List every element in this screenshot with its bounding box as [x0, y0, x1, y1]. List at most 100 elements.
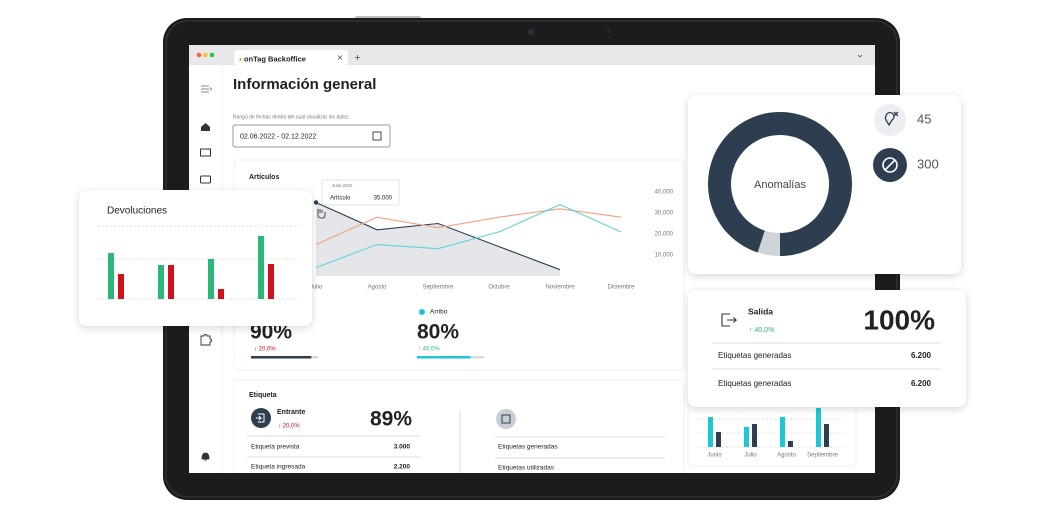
stat-name: Arribo	[430, 309, 448, 316]
entrante-name: Entrante	[277, 409, 306, 416]
tab-icon	[239, 58, 242, 61]
y-tick-label: 40,000	[655, 190, 674, 196]
x-tick-label: Julio	[310, 285, 323, 291]
stat-value: 90%	[250, 321, 292, 344]
etiqueta-title: Etiqueta	[249, 392, 277, 399]
devoluciones-card	[79, 190, 312, 326]
x-tick-label: Agosto	[777, 453, 796, 459]
row-label: Etiquetas generadas	[498, 444, 558, 451]
puzzle-icon[interactable]	[200, 334, 212, 346]
pin-glyph	[884, 111, 899, 127]
x-tick-label: Noviembre	[545, 285, 575, 291]
salida-change: ↑ 40,0%	[749, 327, 774, 334]
tooltip: Julio 2022 Artículo 35.000	[321, 179, 400, 206]
donut-title: Anomalías	[754, 179, 806, 191]
articles-title: Artículos	[249, 174, 279, 181]
row-label: Etiquetas generadas	[718, 351, 791, 360]
window-close[interactable]	[196, 52, 202, 58]
x-tick-label: Octubre	[488, 285, 510, 291]
window-minimize[interactable]	[203, 52, 208, 58]
ban-glyph	[884, 159, 896, 171]
stat-value: 80%	[417, 321, 459, 344]
bar	[752, 424, 757, 447]
card-icon[interactable]	[200, 148, 211, 157]
page-title: Información general	[233, 76, 376, 93]
bar	[788, 441, 793, 447]
anomaly-count: 300	[917, 156, 939, 171]
row-label: Etiqueta ingresada	[251, 464, 306, 471]
legend-dot	[419, 309, 425, 315]
entrante-change: ↓ 20,0%	[278, 424, 300, 430]
bar	[816, 408, 821, 447]
generated-glyph	[501, 414, 511, 424]
date-input[interactable]	[232, 124, 391, 148]
salida-percent: 100%	[863, 304, 935, 335]
date-label: Rango de fechas dentro del cual visualiz…	[233, 114, 349, 120]
bar	[158, 265, 164, 299]
x-tick-label: Diciembre	[607, 285, 635, 291]
generated-icon	[496, 409, 516, 429]
monthly-chart: Junio Julio Agosto Septiembre	[698, 408, 847, 459]
bar	[268, 264, 274, 299]
message-icon[interactable]	[200, 175, 211, 184]
y-tick-label: 20,000	[655, 232, 674, 238]
salida-card	[688, 290, 966, 407]
bar	[258, 236, 264, 299]
browser-tab[interactable]	[234, 50, 348, 65]
line	[315, 203, 622, 269]
bar	[780, 417, 785, 447]
bar	[108, 253, 114, 299]
ban-glyph	[882, 157, 898, 173]
x-tick-label: Junio	[707, 453, 722, 459]
salida-icon	[721, 313, 738, 327]
sensor	[607, 29, 611, 33]
donut-chart	[708, 111, 853, 256]
bar	[716, 432, 721, 447]
date-value: 02.06.2022 - 02.12.2022	[240, 133, 316, 140]
bar	[168, 265, 174, 299]
area	[316, 202, 560, 276]
y-tick-label: 30,000	[655, 211, 674, 217]
devoluciones-chart	[98, 225, 303, 300]
tooltip-value: 35.000	[374, 196, 393, 202]
salida-name: Salida	[748, 306, 773, 316]
bell-icon[interactable]	[201, 452, 210, 461]
tooltip-box	[321, 179, 400, 206]
calendar-icon[interactable]	[372, 131, 382, 141]
row-value: 3.000	[394, 444, 411, 451]
row-label: Etiquetas utilizadas	[498, 465, 555, 472]
tab-close[interactable]	[337, 55, 343, 60]
tooltip-date: Julio 2022	[332, 183, 353, 188]
progress-fill	[417, 356, 471, 359]
camera	[527, 28, 535, 36]
bar	[824, 424, 829, 447]
row-value: 6.200	[911, 351, 932, 360]
anomaly-count: 45	[917, 111, 931, 126]
stat-change: ↓ 20,0%	[254, 347, 276, 353]
window-zoom[interactable]	[209, 52, 215, 58]
anomaly-icon	[874, 104, 906, 136]
browser-bar	[189, 45, 875, 65]
row-label: Etiqueta prevista	[251, 444, 300, 451]
tooltip-label: Artículo	[330, 196, 351, 202]
x-tick-label: Septiembre	[423, 285, 454, 291]
tab-title: onTag Backoffice	[244, 54, 306, 63]
bar	[708, 417, 713, 447]
row-value: 6.200	[911, 379, 932, 388]
line	[315, 201, 561, 271]
menu-icon[interactable]	[201, 85, 213, 93]
row-value: 2.200	[394, 464, 411, 471]
y-tick-label: 10,000	[655, 253, 674, 259]
articles-chart: 10,000 20,000 30,000 40,000 Julio Agosto Septi…	[310, 190, 674, 291]
progress	[417, 356, 484, 359]
new-tab[interactable]	[355, 55, 360, 60]
bar	[744, 427, 749, 447]
entrante-glyph	[256, 413, 265, 423]
home-icon[interactable]	[201, 123, 210, 131]
stat-change: ↑ 40,0%	[418, 347, 440, 353]
x-tick-label: Agosto	[368, 285, 387, 291]
tab-menu[interactable]	[857, 54, 863, 58]
bar	[208, 259, 214, 299]
line	[315, 208, 622, 246]
